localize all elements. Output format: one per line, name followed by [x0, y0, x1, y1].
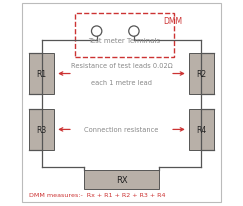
Text: R4: R4: [196, 125, 206, 134]
Text: Connection resistance: Connection resistance: [84, 127, 159, 133]
Text: R2: R2: [196, 70, 206, 79]
Bar: [29, 109, 54, 150]
Bar: [189, 54, 214, 95]
Text: Test meter Terminals: Test meter Terminals: [88, 38, 161, 44]
Text: R1: R1: [37, 70, 47, 79]
Text: RX: RX: [116, 175, 127, 184]
Text: DMM: DMM: [163, 17, 182, 26]
Text: Resistance of test leads 0.02Ω: Resistance of test leads 0.02Ω: [71, 63, 172, 69]
Bar: [189, 109, 214, 150]
Text: each 1 metre lead: each 1 metre lead: [91, 80, 152, 85]
Bar: [84, 170, 159, 190]
Text: DMM measures:-  Rx + R1 + R2 + R3 + R4: DMM measures:- Rx + R1 + R2 + R3 + R4: [29, 192, 166, 197]
Bar: [29, 54, 54, 95]
Bar: [75, 14, 174, 58]
Text: R3: R3: [37, 125, 47, 134]
